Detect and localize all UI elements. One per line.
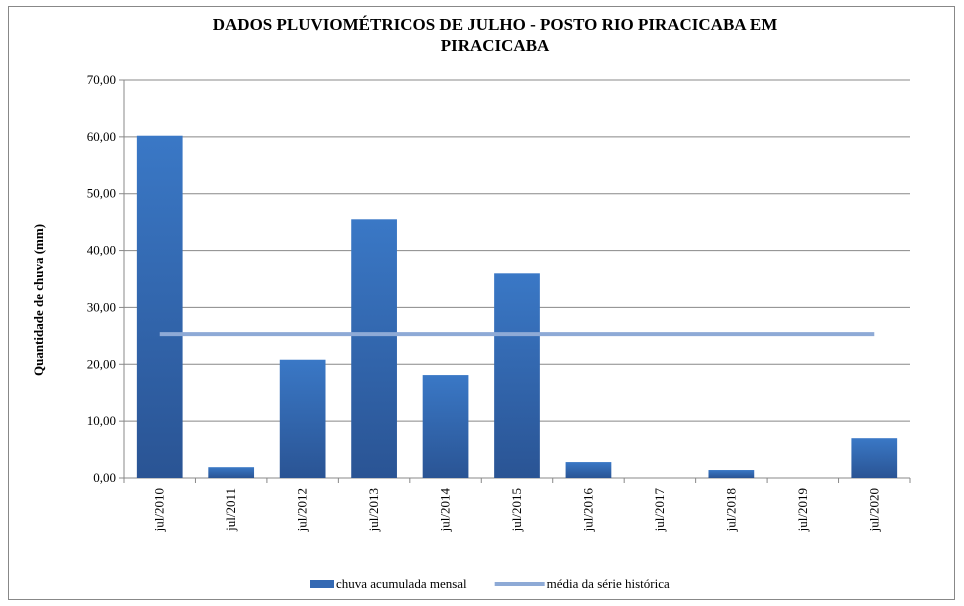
y-axis-label: Quantidade de chuva (mm) [31, 224, 46, 376]
x-tick-label: jul/2016 [580, 488, 595, 533]
bar [851, 438, 898, 478]
bar [565, 462, 612, 478]
x-tick-label: jul/2012 [295, 488, 310, 532]
bar [279, 359, 326, 478]
bar [494, 273, 540, 478]
y-tick-label: 50,00 [87, 186, 116, 201]
y-tick-label: 60,00 [87, 129, 116, 144]
x-tick-label: jul/2013 [366, 488, 381, 532]
chart-title: PIRACICABA [441, 36, 550, 55]
y-tick-label: 20,00 [87, 356, 116, 371]
bar [208, 467, 255, 478]
legend-label: chuva acumulada mensal [336, 576, 467, 591]
y-tick-label: 10,00 [87, 413, 116, 428]
bar [136, 135, 183, 478]
x-tick-label: jul/2018 [723, 488, 738, 532]
x-tick-label: jul/2010 [152, 488, 167, 532]
x-tick-label: jul/2014 [438, 488, 453, 533]
x-tick-label: jul/2015 [509, 488, 524, 532]
x-tick-label: jul/2019 [795, 488, 810, 532]
bar [422, 375, 469, 478]
bar [351, 219, 397, 479]
y-tick-label: 30,00 [87, 299, 116, 314]
legend-label: média da série histórica [547, 576, 670, 591]
y-tick-label: 70,00 [87, 72, 116, 87]
x-tick-label: jul/2017 [652, 488, 667, 533]
x-tick-label: jul/2020 [866, 488, 881, 532]
legend-swatch [310, 580, 334, 588]
y-tick-label: 40,00 [87, 243, 116, 258]
chart-title: DADOS PLUVIOMÉTRICOS DE JULHO - POSTO RI… [213, 15, 778, 34]
x-tick-label: jul/2011 [223, 488, 238, 532]
bar [708, 470, 755, 478]
y-tick-label: 0,00 [93, 470, 116, 485]
